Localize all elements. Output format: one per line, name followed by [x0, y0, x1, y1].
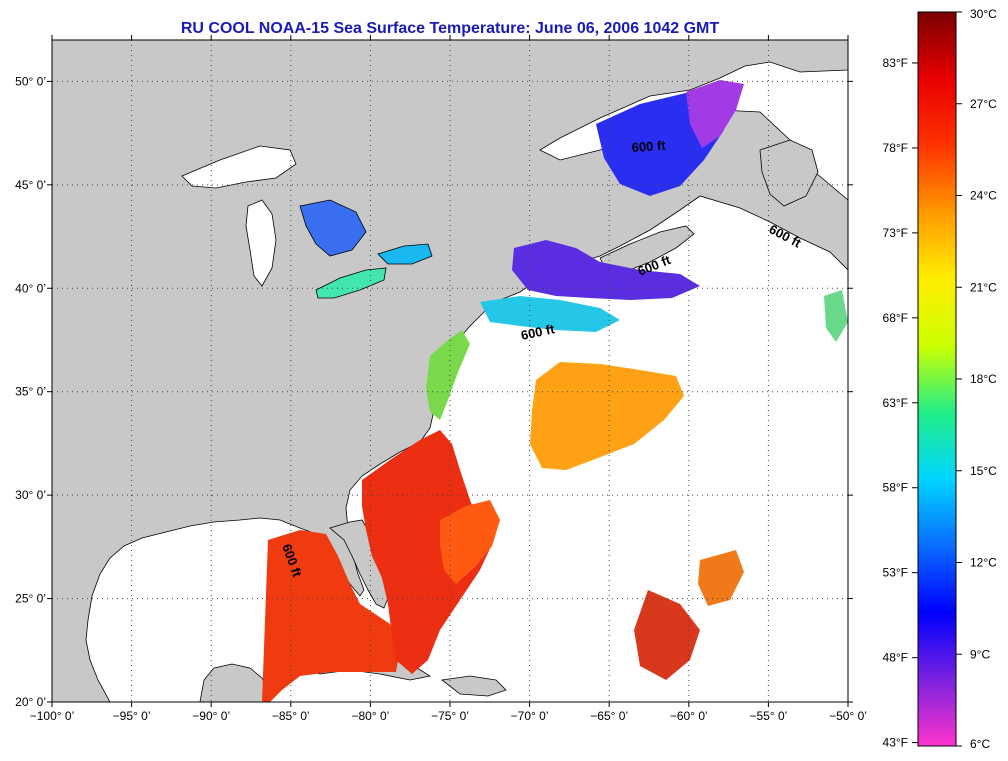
celsius-label: 24°C: [970, 189, 997, 203]
lon-tick-label: −85° 0’: [272, 709, 310, 723]
lon-tick-label: −65° 0’: [590, 709, 628, 723]
isobath-label: 600 ft: [520, 321, 557, 343]
sst-gulf-of-maine: [512, 240, 700, 300]
lon-tick-label: −95° 0’: [113, 709, 151, 723]
lake-superior: [181, 145, 297, 189]
celsius-label: 12°C: [970, 556, 997, 570]
lon-tick-label: −70° 0’: [511, 709, 549, 723]
celsius-label: 27°C: [970, 97, 997, 111]
fahrenheit-label: 43°F: [883, 736, 908, 750]
map-title: RU COOL NOAA-15 Sea Surface Temperature:…: [180, 20, 720, 37]
celsius-label: 30°C: [970, 7, 997, 21]
colorbar-ticks: 30°C 27°C 24°C 21°C 18°C 15°C 12°C 9°C 6°C 83°F 78…: [883, 7, 998, 751]
celsius-label: 6°C: [970, 737, 990, 751]
sst-gulf-stream: [362, 430, 494, 674]
sst-southeast-patches: [634, 590, 700, 680]
fahrenheit-label: 63°F: [883, 396, 908, 410]
lon-tick-label: −100° 0’: [30, 709, 75, 723]
fahrenheit-label: 68°F: [883, 311, 908, 325]
lon-tick-label: −75° 0’: [431, 709, 469, 723]
lat-tick-label: 50° 0’: [15, 74, 46, 88]
lake-michigan: [245, 199, 277, 287]
lat-tick-label: 40° 0’: [15, 281, 46, 295]
land-newfoundland: [759, 139, 819, 207]
sst-mid-atlantic-warm: [530, 362, 684, 470]
celsius-label: 21°C: [970, 280, 997, 294]
lake-ontario: [377, 243, 433, 265]
celsius-label: 9°C: [970, 647, 990, 661]
sst-shelf-green: [426, 330, 470, 420]
sst-shelf-cyan: [480, 296, 620, 332]
lat-tick-label: 20° 0’: [15, 695, 46, 709]
lon-tick-label: −80° 0’: [351, 709, 389, 723]
celsius-label: 18°C: [970, 372, 997, 386]
graticule: −100° 0’ −95° 0’ −90° 0’ −85° 0’ −80° 0’ −75°…: [15, 35, 867, 723]
colorbar: [917, 11, 957, 747]
lon-tick-label: −55° 0’: [749, 709, 787, 723]
lat-tick-label: 45° 0’: [15, 178, 46, 192]
sst-south-atlantic: [440, 500, 500, 584]
sst-st-lawrence-violet: [686, 80, 744, 148]
fahrenheit-label: 53°F: [883, 566, 908, 580]
lon-tick-label: −90° 0’: [192, 709, 230, 723]
fahrenheit-label: 83°F: [883, 56, 908, 70]
lat-tick-label: 30° 0’: [15, 488, 46, 502]
isobath-label: 600 ft: [631, 138, 667, 155]
celsius-label: 15°C: [970, 464, 997, 478]
sst-northeast-green: [824, 290, 848, 342]
fahrenheit-label: 78°F: [883, 141, 908, 155]
fahrenheit-label: 48°F: [883, 651, 908, 665]
lake-erie: [315, 267, 387, 299]
fahrenheit-label: 73°F: [883, 226, 908, 240]
fahrenheit-label: 58°F: [883, 481, 908, 495]
lake-huron: [299, 199, 367, 257]
lat-tick-label: 35° 0’: [15, 385, 46, 399]
sst-east-orange: [698, 550, 744, 606]
lon-tick-label: −50° 0’: [829, 709, 867, 723]
lat-tick-label: 25° 0’: [15, 592, 46, 606]
land-hispaniola: [441, 675, 507, 697]
lon-tick-label: −60° 0’: [670, 709, 708, 723]
sst-gulf-of-mexico: [262, 530, 400, 702]
map-frame: [51, 39, 849, 703]
